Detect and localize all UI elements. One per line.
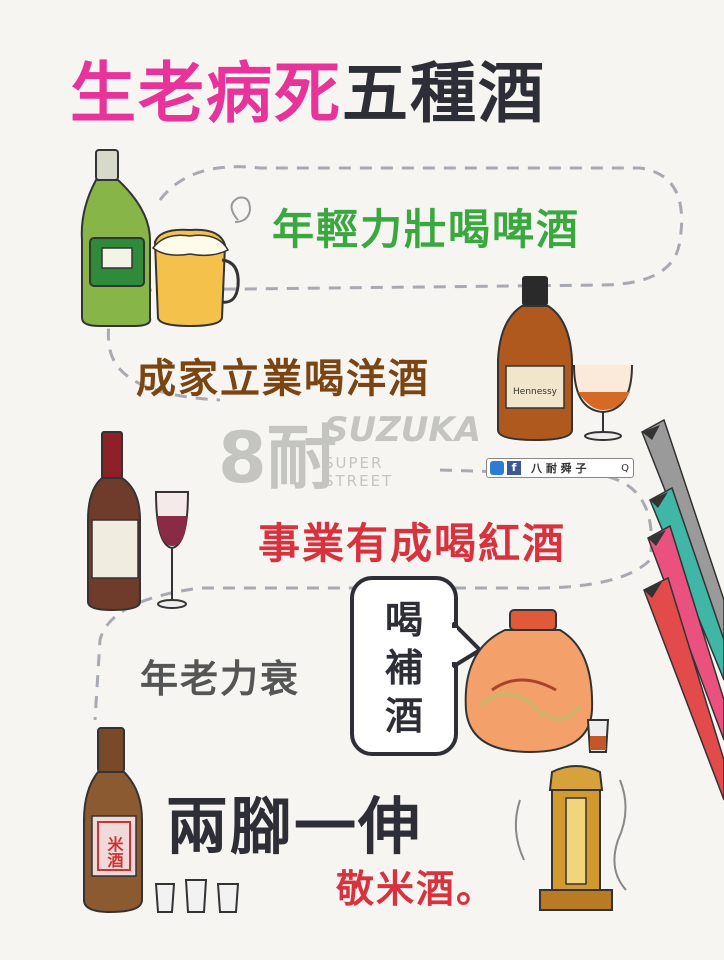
old-age-line: 年老力衰 <box>140 657 301 701</box>
pencils-icon <box>641 418 724 801</box>
instagram-icon <box>490 461 504 475</box>
badge-name: 八 耐 舜 子 <box>531 462 587 475</box>
tonic-char-3: 酒 <box>384 694 423 738</box>
wine-glass-icon <box>154 491 190 609</box>
brandy-glass-icon <box>573 364 633 441</box>
liquor-line: 成家立業喝洋酒 <box>136 356 430 402</box>
shot-glass-icon <box>586 719 610 753</box>
watermark-big: 8耐 <box>218 417 337 499</box>
tonic-char-2: 補 <box>384 646 423 690</box>
wine-bottle-icon <box>87 431 141 612</box>
beer-line: 年輕力壯喝啤酒 <box>272 205 581 254</box>
title-part-2: 五種酒 <box>342 55 546 132</box>
cup-icons <box>154 879 240 913</box>
ancestral-tablet-icon <box>514 765 627 911</box>
facebook-icon: f <box>507 461 521 475</box>
cognac-bottle-icon: Hennessy <box>497 276 573 442</box>
rice-wine-bottle-icon: 米酒 <box>83 727 143 914</box>
watermark-brand: SUZUKA <box>324 410 482 450</box>
tonic-bubble-text: 喝 補 酒 <box>352 596 456 740</box>
swirl-icon <box>230 196 252 223</box>
search-icon: Q <box>621 462 629 474</box>
watermark: 8耐 SUZUKA SUPER STREET <box>212 396 481 499</box>
death-line: 兩腳一伸 <box>166 790 423 863</box>
cognac-label: Hennessy <box>513 387 558 397</box>
tonic-jar-icon <box>464 609 594 754</box>
watermark-sub: SUPER STREET <box>324 454 394 490</box>
beer-bottle-icon <box>80 149 152 327</box>
speech-bubble <box>350 576 482 756</box>
page-title: 生老病死五種酒 <box>70 40 546 136</box>
rice-wine-line: 敬米酒。 <box>336 867 497 911</box>
beer-glass-icon <box>151 228 240 328</box>
wine-line: 事業有成喝紅酒 <box>258 519 567 568</box>
rice-label: 米酒 <box>105 835 124 869</box>
title-part-1: 生老病死 <box>70 55 342 132</box>
social-badge: f 八 耐 舜 子 Q <box>486 458 634 478</box>
tonic-char-1: 喝 <box>384 598 423 642</box>
